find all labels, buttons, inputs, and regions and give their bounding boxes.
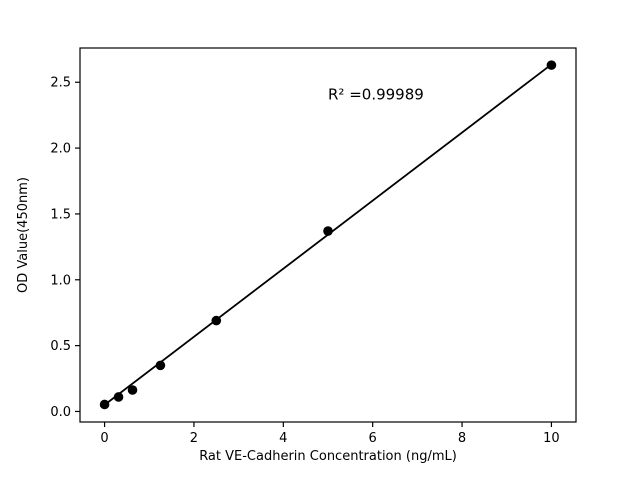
y-axis-label: OD Value(450nm) xyxy=(16,177,31,293)
plot-area: 0 2 4 6 8 10 0.0 0.5 1.0 1.5 2.0 2.5 xyxy=(50,47,577,446)
data-point xyxy=(323,226,333,236)
x-tick-label: 6 xyxy=(369,431,377,446)
data-point xyxy=(113,392,124,402)
x-tick-label: 2 xyxy=(190,431,198,446)
axes-frame xyxy=(79,47,577,423)
y-tick-label: 0.5 xyxy=(50,339,71,354)
x-tick-label: 4 xyxy=(279,431,287,446)
y-tick-label: 2.5 xyxy=(50,76,71,91)
data-point xyxy=(99,399,110,410)
y-tick-label: 1.5 xyxy=(50,207,71,222)
r-squared-annotation: R² =0.99989 xyxy=(328,85,424,103)
data-point xyxy=(155,360,166,371)
x-tick-label: 10 xyxy=(543,431,560,446)
y-tick-label: 1.0 xyxy=(50,273,71,288)
data-point xyxy=(127,385,138,395)
y-tick-label: 2.0 xyxy=(50,142,71,157)
x-axis-label: Rat VE-Cadherin Concentration (ng/mL) xyxy=(199,449,457,464)
x-tick-label: 0 xyxy=(100,431,108,446)
data-point xyxy=(546,60,557,70)
y-tick-label: 0.0 xyxy=(50,405,71,420)
x-tick-label: 8 xyxy=(458,431,466,446)
data-point xyxy=(211,315,222,326)
